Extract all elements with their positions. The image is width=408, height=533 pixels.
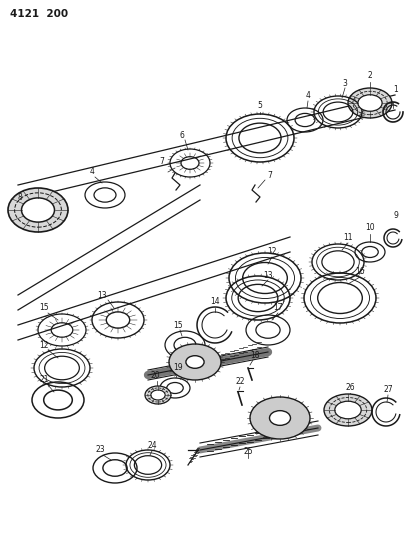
Text: 26: 26	[345, 384, 355, 392]
Text: 23: 23	[95, 446, 105, 455]
Text: 9: 9	[394, 211, 399, 220]
Ellipse shape	[186, 356, 204, 368]
Text: 19: 19	[173, 364, 183, 373]
Text: 8: 8	[18, 193, 22, 203]
Text: 14: 14	[210, 297, 220, 306]
Text: 17: 17	[273, 303, 283, 312]
Ellipse shape	[8, 188, 68, 232]
Text: 4: 4	[306, 91, 310, 100]
Text: 12: 12	[267, 247, 277, 256]
Ellipse shape	[335, 401, 361, 419]
Text: 5: 5	[257, 101, 262, 110]
Text: 13: 13	[263, 271, 273, 279]
Text: 16: 16	[355, 268, 365, 277]
Ellipse shape	[324, 394, 372, 426]
Text: 7: 7	[160, 157, 164, 166]
Ellipse shape	[169, 344, 221, 380]
Text: 2: 2	[368, 70, 373, 79]
Ellipse shape	[145, 386, 171, 404]
Ellipse shape	[151, 390, 165, 400]
Text: 1: 1	[394, 85, 398, 94]
Text: 27: 27	[383, 385, 393, 394]
Text: 12: 12	[39, 341, 49, 350]
Text: 25: 25	[243, 448, 253, 456]
Ellipse shape	[270, 410, 290, 425]
Text: 11: 11	[343, 233, 353, 243]
Text: 15: 15	[173, 320, 183, 329]
Text: 20: 20	[150, 372, 160, 381]
Text: 7: 7	[268, 171, 273, 180]
Text: 6: 6	[180, 131, 184, 140]
Text: 13: 13	[97, 290, 107, 300]
Ellipse shape	[348, 88, 392, 118]
Text: 15: 15	[39, 303, 49, 312]
Text: 22: 22	[235, 377, 245, 386]
Text: 4121  200: 4121 200	[10, 9, 68, 19]
Text: 4: 4	[90, 167, 94, 176]
Text: 24: 24	[147, 441, 157, 450]
Ellipse shape	[22, 198, 55, 222]
Text: 21: 21	[39, 376, 49, 384]
Ellipse shape	[358, 95, 382, 111]
Ellipse shape	[250, 397, 310, 439]
Text: 3: 3	[343, 78, 348, 87]
Text: 18: 18	[250, 351, 260, 359]
Text: 10: 10	[365, 223, 375, 232]
